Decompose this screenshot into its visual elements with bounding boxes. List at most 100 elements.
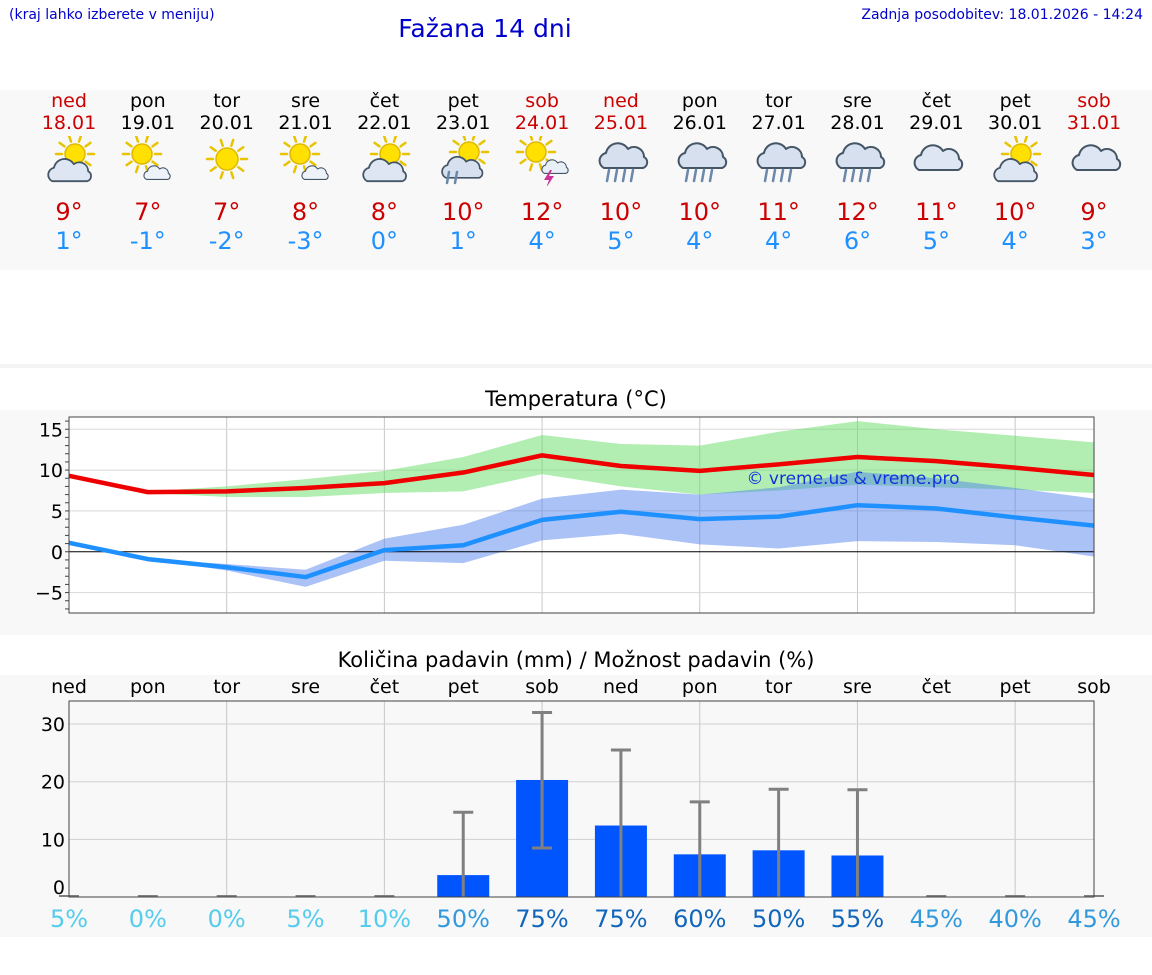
day-forecast: sob 31.01 9° 3°: [1054, 90, 1134, 270]
min-temperature: 5°: [607, 227, 635, 255]
min-temperature: -1°: [129, 227, 166, 255]
min-temperature: -3°: [287, 227, 324, 255]
day-name: tor: [213, 90, 241, 112]
cloud-icon: [913, 144, 964, 171]
day-label: sob: [1077, 676, 1111, 698]
plot-frame: [68, 700, 1095, 898]
day-forecast: pon 26.01 10° 4°: [660, 90, 740, 270]
max-temperature: 10°: [678, 198, 722, 226]
day-date: 24.01: [514, 112, 570, 134]
y-tick-label: −5: [35, 583, 63, 605]
precipitation-chart: ned pon tor sre čet pet sob ned pon tor sre čet pet s…: [0, 675, 1152, 937]
day-forecast: sre 28.01 12° 6°: [818, 90, 898, 270]
min-temperature: 1°: [449, 227, 477, 255]
day-forecast: sob 24.01 12° 4°: [502, 90, 582, 270]
last-updated: Zadnja posodobitev: 18.01.2026 - 14:24: [861, 7, 1143, 23]
day-date: 28.01: [830, 112, 885, 134]
min-temperature: 0°: [370, 227, 399, 255]
max-temperature: 12°: [520, 198, 564, 226]
sun-cloud-icon: [47, 136, 96, 183]
day-date: 22.01: [357, 112, 412, 134]
day-name: pet: [447, 90, 479, 112]
cloud-icon: [1071, 144, 1122, 171]
sun-thunder-icon: [515, 136, 569, 186]
day-name: sob: [525, 90, 559, 112]
min-temperature: 4°: [528, 227, 556, 255]
day-name: čet: [369, 90, 400, 112]
sun-cloud-rain-icon: [441, 136, 490, 185]
precipitation-probability: 0%: [208, 905, 246, 933]
sun-icon: [205, 138, 248, 180]
day-label: ned: [603, 676, 639, 698]
day-label: tor: [765, 676, 792, 698]
watermark-credit: © vreme.us & vreme.pro: [746, 469, 959, 489]
page-title: Fažana 14 dni: [398, 14, 572, 43]
day-date: 19.01: [120, 112, 176, 134]
max-temperature: 8°: [291, 198, 320, 226]
y-tick-label: 10: [41, 829, 65, 851]
precipitation-probability: 75%: [594, 905, 647, 933]
day-date: 31.01: [1066, 112, 1122, 134]
day-forecast: tor 27.01 11° 4°: [739, 90, 819, 270]
day-forecast: pet 30.01 10° 4°: [975, 90, 1055, 270]
day-date: 20.01: [199, 112, 254, 134]
max-temperature: 7°: [134, 198, 162, 226]
precipitation-probability: 60%: [673, 905, 726, 933]
plot-frame: [68, 416, 1095, 614]
y-tick-label: 15: [39, 419, 63, 441]
y-tick-label: 10: [39, 460, 63, 482]
min-temperature: 3°: [1080, 227, 1108, 255]
max-temperature: 8°: [370, 198, 399, 226]
day-forecast: ned 25.01 10° 5°: [581, 90, 661, 270]
precipitation-probability: 50%: [752, 905, 805, 933]
precipitation-probability: 5%: [50, 905, 88, 933]
day-name: ned: [603, 90, 639, 112]
day-name: pon: [681, 90, 718, 112]
day-name: čet: [921, 90, 952, 112]
day-date: 27.01: [751, 112, 806, 134]
day-forecast: čet 29.01 11° 5°: [896, 90, 976, 270]
day-name: pet: [999, 90, 1031, 112]
precipitation-probability: 0%: [129, 905, 167, 933]
day-date: 25.01: [593, 112, 649, 134]
precipitation-probability: 10%: [358, 905, 411, 933]
day-forecast: sre 21.01 8° -3°: [266, 90, 346, 270]
min-temperature: 4°: [1001, 227, 1029, 255]
day-label: čet: [370, 676, 400, 698]
day-forecast: ned 18.01 9° 1°: [29, 90, 109, 270]
min-range-band: [69, 471, 1094, 587]
separator: [0, 364, 1152, 368]
precipitation-probability: 5%: [286, 905, 324, 933]
cloud-rain-icon: [835, 142, 885, 183]
y-tick-label: 30: [41, 714, 65, 736]
location-hint: (kraj lahko izberete v meniju): [9, 7, 215, 23]
day-date: 26.01: [672, 112, 727, 134]
max-temperature: 9°: [55, 198, 83, 226]
day-label: pet: [1000, 676, 1031, 698]
min-temperature: 1°: [55, 227, 83, 255]
day-name: pon: [129, 90, 166, 112]
day-forecast: čet 22.01 8° 0°: [344, 90, 424, 270]
precipitation-probability: 45%: [910, 905, 963, 933]
sun-cloud-icon: [993, 136, 1042, 183]
day-label: ned: [51, 676, 87, 698]
temperature-chart-title: Temperatura (°C): [485, 387, 667, 411]
precipitation-probability: 45%: [1067, 905, 1120, 933]
min-temperature: 6°: [843, 227, 872, 255]
day-name: ned: [51, 90, 87, 112]
day-label: sre: [291, 676, 320, 698]
day-label: pet: [448, 676, 479, 698]
cloud-rain-icon: [598, 142, 649, 183]
day-label: pon: [130, 676, 166, 698]
max-temperature: 7°: [213, 198, 241, 226]
daily-forecast-strip: ned 18.01 9° 1° pon 19.01 7° -1° tor 20.01 7° -2° sr…: [0, 90, 1152, 270]
cloud-rain-icon: [677, 142, 727, 183]
sun-small-cloud-icon: [121, 136, 171, 180]
day-date: 23.01: [436, 112, 491, 134]
y-tick-label: 5: [51, 501, 63, 523]
precipitation-probability: 75%: [515, 905, 568, 933]
max-temperature: 11°: [757, 198, 800, 226]
day-forecast: tor 20.01 7° -2°: [187, 90, 267, 270]
sun-small-cloud-icon: [279, 136, 329, 180]
min-temperature: -2°: [208, 227, 245, 255]
